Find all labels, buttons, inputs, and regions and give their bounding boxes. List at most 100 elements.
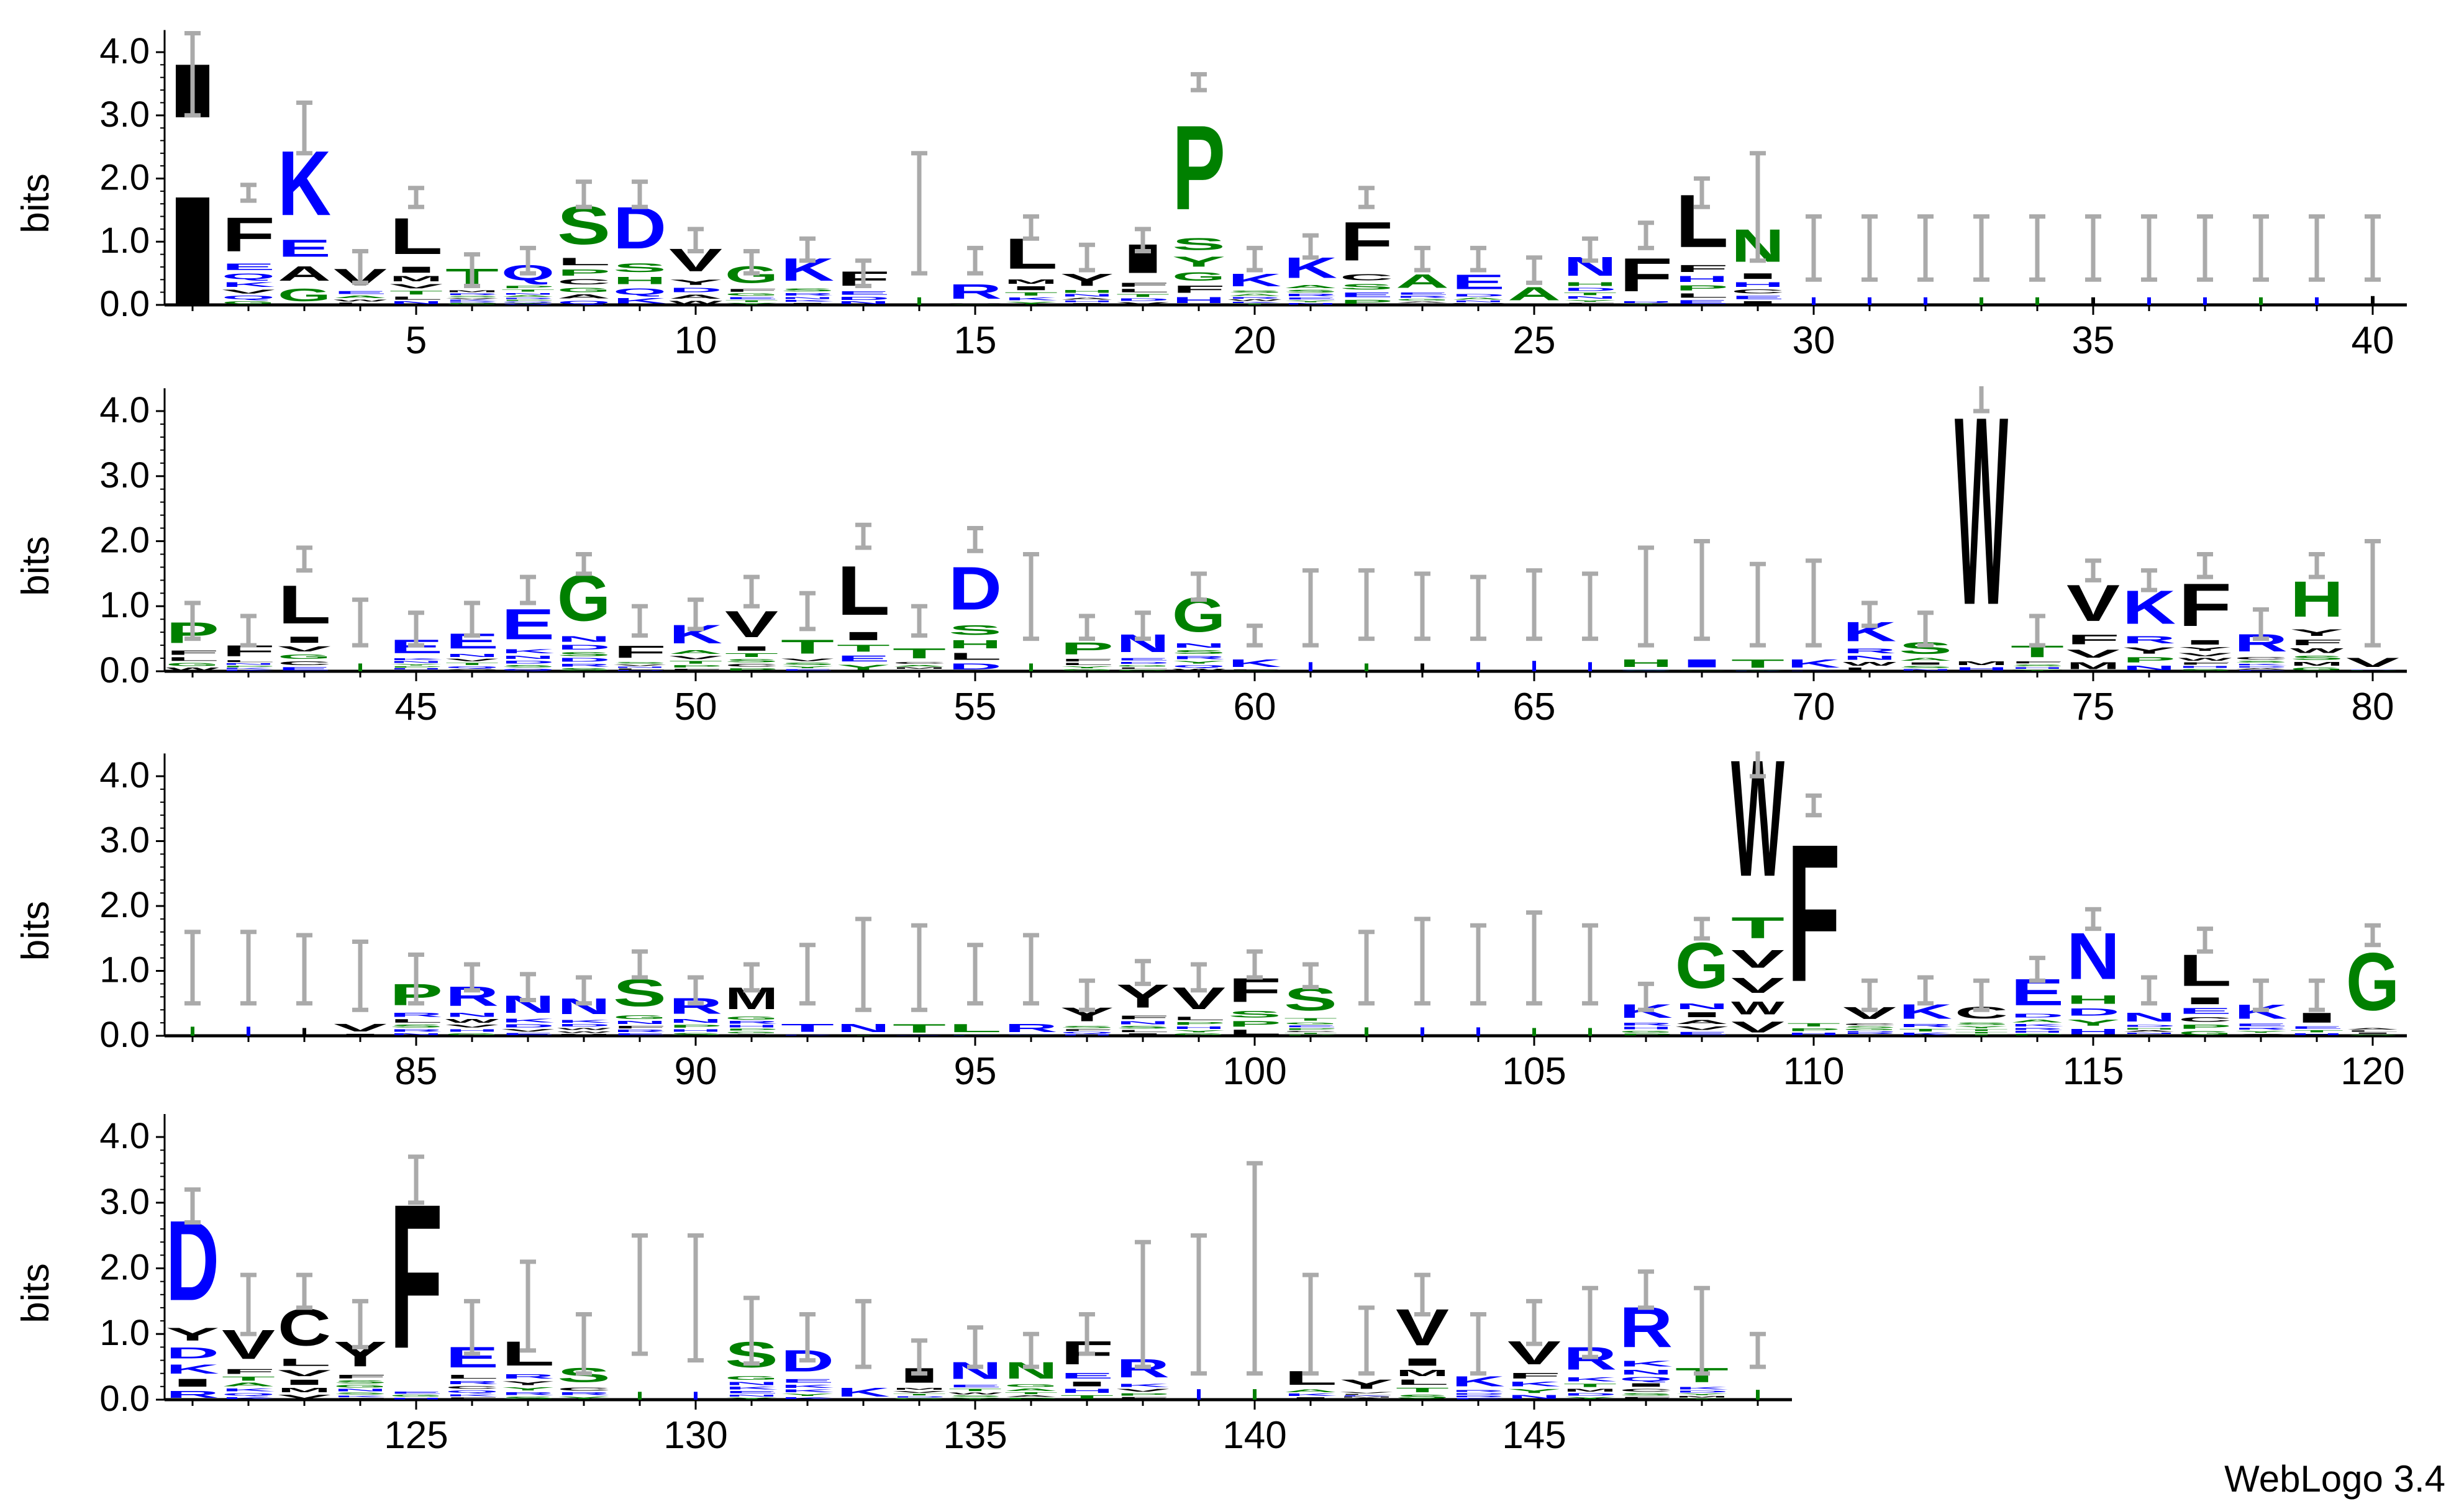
svg-text:105: 105 (1502, 1050, 1566, 1093)
svg-text:Y: Y (781, 666, 834, 669)
svg-text:L: L (557, 256, 611, 268)
svg-text:E: E (2178, 1007, 2232, 1016)
svg-text:S: S (2178, 669, 2232, 671)
svg-text:P: P (669, 664, 722, 668)
svg-text:I: I (389, 265, 443, 275)
svg-text:K: K (222, 1387, 275, 1392)
svg-text:E: E (1675, 299, 1729, 305)
svg-text:L: L (445, 1374, 499, 1380)
svg-text:Q: Q (557, 300, 611, 305)
svg-text:Y: Y (837, 663, 890, 671)
svg-text:3.0: 3.0 (99, 1182, 150, 1222)
svg-text:D: D (2122, 1024, 2176, 1027)
svg-text:G: G (445, 304, 499, 305)
svg-text:Y: Y (2066, 1018, 2120, 1028)
svg-text:E: E (837, 290, 890, 296)
svg-text:T: T (837, 1035, 890, 1036)
svg-text:V: V (948, 303, 1002, 304)
svg-text:K: K (1340, 1395, 1393, 1397)
svg-text:S: S (1004, 1035, 1058, 1036)
svg-text:G: G (725, 1016, 778, 1021)
svg-text:N: N (389, 301, 443, 305)
svg-text:R: R (389, 1028, 443, 1032)
svg-text:S: S (2011, 664, 2064, 667)
svg-text:55: 55 (954, 686, 997, 728)
svg-text:N: N (725, 1381, 778, 1386)
svg-text:V: V (389, 283, 443, 289)
svg-text:Y: Y (2234, 1030, 2288, 1033)
svg-text:R: R (2234, 1027, 2288, 1031)
svg-text:A: A (1507, 283, 1561, 304)
svg-text:Q: Q (501, 304, 555, 305)
svg-text:I: I (278, 635, 331, 645)
svg-text:K: K (445, 299, 499, 301)
svg-text:R: R (1899, 1023, 1952, 1028)
svg-text:Y: Y (1563, 299, 1617, 302)
svg-text:Q: Q (1619, 669, 1673, 670)
svg-text:N: N (1284, 302, 1337, 305)
svg-text:R: R (445, 1380, 499, 1385)
svg-text:L: L (166, 656, 219, 662)
svg-text:H: H (1787, 1032, 1840, 1036)
svg-text:S: S (389, 1024, 443, 1029)
svg-text:K: K (1228, 270, 1281, 290)
svg-text:L: L (1116, 288, 1170, 294)
svg-text:V: V (1452, 302, 1505, 305)
svg-text:V: V (613, 664, 666, 666)
svg-text:V: V (445, 658, 499, 663)
svg-text:L: L (389, 1018, 443, 1024)
svg-text:Q: Q (445, 666, 499, 669)
svg-text:Y: Y (1060, 270, 1114, 289)
svg-text:F: F (166, 650, 219, 656)
svg-text:S: S (725, 658, 778, 663)
svg-text:C: C (725, 663, 778, 668)
svg-text:0.0: 0.0 (99, 1379, 150, 1419)
svg-text:V: V (1731, 1018, 1785, 1036)
svg-text:F: F (1619, 248, 1673, 301)
svg-text:Y: Y (1340, 1377, 1393, 1392)
svg-text:G: G (1004, 1384, 1058, 1388)
svg-text:A: A (1004, 1388, 1058, 1392)
svg-text:3.0: 3.0 (99, 820, 150, 861)
svg-text:K: K (781, 1389, 834, 1393)
svg-text:W: W (2290, 647, 2344, 655)
svg-text:D: D (501, 1023, 555, 1028)
svg-text:S: S (948, 622, 1002, 638)
svg-text:E: E (2290, 1026, 2344, 1030)
svg-text:C: C (557, 1387, 611, 1392)
svg-text:N: N (1843, 655, 1896, 661)
svg-text:D: D (893, 1396, 946, 1398)
svg-text:C: C (1340, 272, 1393, 283)
svg-text:4.0: 4.0 (99, 755, 150, 795)
svg-text:V: V (278, 1393, 331, 1400)
svg-text:S: S (1060, 1025, 1114, 1028)
svg-text:F: F (445, 1397, 499, 1400)
svg-text:L: L (389, 296, 443, 301)
svg-text:A: A (1452, 297, 1505, 300)
svg-text:T: T (1787, 1022, 1840, 1027)
svg-text:45: 45 (395, 686, 438, 728)
svg-text:I: I (334, 1034, 387, 1035)
svg-text:T: T (948, 1388, 1002, 1392)
svg-text:V: V (1675, 1025, 1729, 1031)
svg-text:E: E (781, 669, 834, 671)
svg-text:I: I (837, 630, 890, 643)
svg-text:Y: Y (1563, 1397, 1617, 1400)
svg-text:A: A (1228, 294, 1281, 297)
svg-text:Y: Y (501, 1386, 555, 1391)
svg-text:R: R (2122, 634, 2176, 646)
svg-text:K: K (725, 1386, 778, 1390)
svg-text:C: C (1843, 1023, 1896, 1026)
svg-text:Y: Y (781, 1393, 834, 1397)
svg-text:R: R (501, 1392, 555, 1396)
svg-text:N: N (613, 666, 666, 668)
svg-text:E: E (1340, 291, 1393, 299)
svg-text:P: P (725, 668, 778, 671)
svg-text:S: S (1396, 1393, 1449, 1400)
svg-text:V: V (1116, 1388, 1170, 1392)
svg-text:Y: Y (166, 1324, 219, 1344)
svg-text:G: G (222, 301, 275, 305)
svg-text:P: P (389, 666, 443, 668)
svg-text:L: L (893, 669, 946, 671)
svg-text:15: 15 (954, 319, 997, 362)
